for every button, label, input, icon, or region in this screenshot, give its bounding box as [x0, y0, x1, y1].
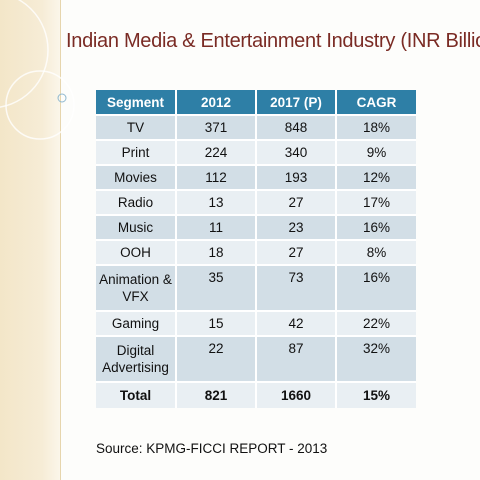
- table-header-row: Segment 2012 2017 (P) CAGR: [96, 90, 416, 115]
- table-row: Gaming 15 42 22%: [96, 310, 416, 336]
- segment-cell: Gaming: [96, 310, 177, 336]
- segment-cell: Music: [96, 214, 177, 240]
- table-row: Music 11 23 16%: [96, 214, 416, 240]
- cagr-cell: 9%: [336, 139, 416, 165]
- table-row: Digital Advertising 22 87 32%: [96, 335, 416, 382]
- cagr-cell: 17%: [336, 189, 416, 215]
- header-cagr: CAGR: [336, 90, 416, 115]
- value-2012-cell: 224: [176, 139, 257, 165]
- value-2012-cell: 35: [176, 264, 257, 311]
- slide-title: Indian Media & Entertainment Industry (I…: [66, 30, 480, 52]
- table-row: TV 371 848 18%: [96, 114, 416, 140]
- value-2012-cell: 371: [176, 114, 257, 140]
- value-2012-cell: 821: [176, 381, 257, 408]
- value-2017-cell: 87: [256, 335, 337, 382]
- segment-table: Segment 2012 2017 (P) CAGR TV 371 848 18…: [96, 90, 416, 408]
- segment-cell: Total: [96, 381, 177, 408]
- table-total-row: Total 821 1660 15%: [96, 381, 416, 408]
- value-2017-cell: 27: [256, 239, 337, 265]
- segment-cell: OOH: [96, 239, 177, 265]
- value-2017-cell: 340: [256, 139, 337, 165]
- segment-cell: Animation & VFX: [96, 264, 177, 311]
- table-row: Animation & VFX 35 73 16%: [96, 264, 416, 311]
- value-2017-cell: 27: [256, 189, 337, 215]
- cagr-cell: 18%: [336, 114, 416, 140]
- table-row: Print 224 340 9%: [96, 139, 416, 165]
- segment-cell: Print: [96, 139, 177, 165]
- value-2017-cell: 42: [256, 310, 337, 336]
- cagr-cell: 12%: [336, 164, 416, 190]
- table-row: Radio 13 27 17%: [96, 189, 416, 215]
- decorative-circles: [0, 0, 75, 140]
- cagr-cell: 15%: [336, 381, 416, 408]
- value-2012-cell: 112: [176, 164, 257, 190]
- value-2017-cell: 23: [256, 214, 337, 240]
- table-row: Movies 112 193 12%: [96, 164, 416, 190]
- header-2012: 2012: [176, 90, 257, 115]
- table-row: OOH 18 27 8%: [96, 239, 416, 265]
- value-2017-cell: 848: [256, 114, 337, 140]
- value-2017-cell: 1660: [256, 381, 337, 408]
- segment-cell: Digital Advertising: [96, 335, 177, 382]
- cagr-cell: 16%: [336, 214, 416, 240]
- decorative-side-band: [0, 0, 60, 480]
- value-2017-cell: 73: [256, 264, 337, 311]
- segment-cell: Movies: [96, 164, 177, 190]
- segment-cell: TV: [96, 114, 177, 140]
- cagr-cell: 8%: [336, 239, 416, 265]
- value-2012-cell: 13: [176, 189, 257, 215]
- side-band-divider: [60, 0, 61, 480]
- header-segment: Segment: [96, 90, 177, 115]
- value-2012-cell: 18: [176, 239, 257, 265]
- cagr-cell: 22%: [336, 310, 416, 336]
- cagr-cell: 32%: [336, 335, 416, 382]
- value-2012-cell: 11: [176, 214, 257, 240]
- cagr-cell: 16%: [336, 264, 416, 311]
- value-2012-cell: 22: [176, 335, 257, 382]
- value-2012-cell: 15: [176, 310, 257, 336]
- value-2017-cell: 193: [256, 164, 337, 190]
- source-citation: Source: KPMG-FICCI REPORT - 2013: [96, 441, 328, 456]
- header-2017p: 2017 (P): [256, 90, 337, 115]
- segment-cell: Radio: [96, 189, 177, 215]
